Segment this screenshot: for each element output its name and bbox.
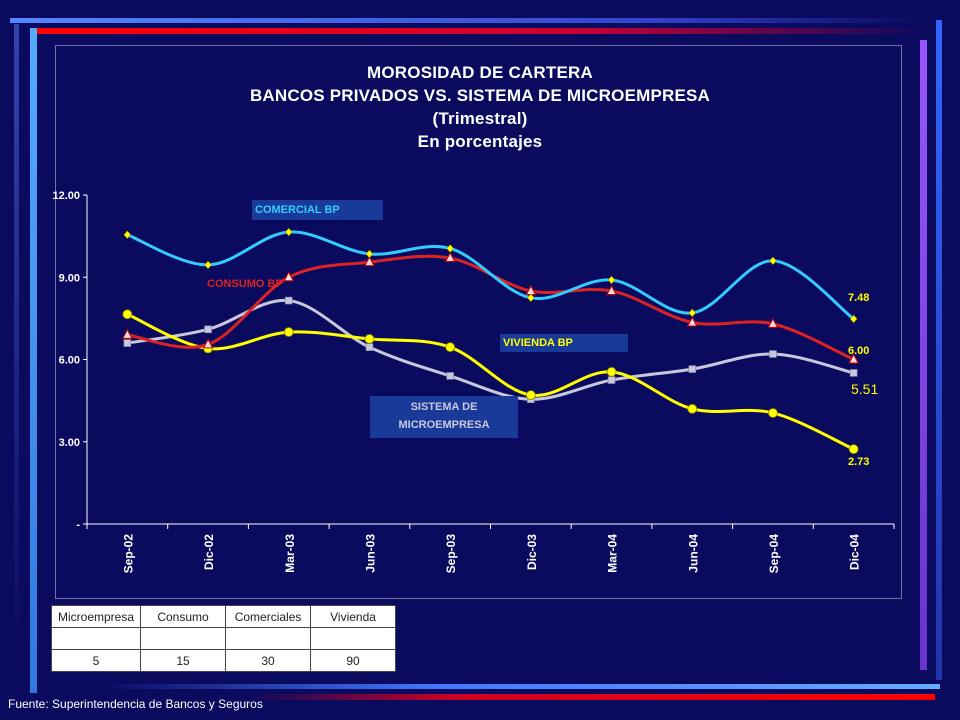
- chart-title-line-1: MOROSIDAD DE CARTERA: [367, 63, 593, 82]
- chart-title-line-4: En porcentajes: [417, 132, 543, 151]
- point-vivienda: [687, 403, 698, 414]
- legend-value-vivienda: 90: [310, 649, 397, 672]
- x-tick-label: Mar-03: [283, 534, 297, 573]
- point-comercial: [365, 249, 374, 259]
- label-vivienda: VIVIENDA BP: [500, 334, 628, 352]
- x-tick-label: Mar-04: [606, 534, 620, 573]
- point-comercial: [446, 244, 454, 253]
- x-tick-label: Sep-04: [767, 534, 781, 574]
- frame-bar-bottom-blue: [100, 684, 940, 689]
- series-line-consumo: [127, 254, 855, 361]
- point-vivienda: [364, 334, 375, 344]
- y-tick-label: -: [76, 519, 80, 531]
- point-microempresa: [123, 339, 132, 347]
- point-comercial: [849, 314, 858, 324]
- point-consumo: [686, 316, 698, 327]
- end-label-comercial: 7.48: [848, 292, 870, 304]
- point-microempresa: [284, 296, 293, 305]
- x-tick-label: Jun-04: [686, 534, 700, 573]
- x-tick-label: Jun-03: [363, 534, 377, 573]
- point-vivienda: [283, 327, 294, 337]
- point-vivienda: [122, 309, 133, 320]
- point-consumo: [767, 317, 779, 328]
- point-comercial: [769, 256, 777, 266]
- point-comercial: [123, 230, 132, 240]
- legend-value-consumo: 15: [140, 649, 227, 672]
- frame-bar-top-red: [30, 28, 930, 34]
- y-tick-label: 6.00: [59, 355, 80, 367]
- label-microempresa-line2: MICROEMPRESA: [398, 419, 490, 431]
- x-tick-label: Dic-02: [202, 534, 216, 570]
- point-consumo: [848, 353, 859, 364]
- legend-table-spacer-row: [50, 627, 397, 650]
- legend-value-comerciales: 30: [225, 649, 312, 672]
- legend-table-value-row: 5 15 30 90: [50, 649, 397, 672]
- point-microempresa: [365, 343, 374, 351]
- x-tick-label: Sep-03: [444, 534, 458, 574]
- point-consumo: [364, 256, 375, 267]
- legend-header-comerciales: Comerciales: [225, 605, 312, 628]
- point-consumo: [444, 251, 456, 263]
- legend-value-microempresa: 5: [50, 649, 142, 672]
- frame-bar-right-blue: [936, 20, 942, 680]
- label-comercial: COMERCIAL BP: [252, 200, 383, 220]
- point-comercial: [688, 308, 697, 318]
- legend-table: Microempresa Consumo Comerciales Viviend…: [50, 605, 397, 672]
- point-microempresa: [446, 372, 454, 380]
- point-vivienda: [768, 408, 778, 418]
- series-line-vivienda: [126, 312, 855, 451]
- y-tick-label: 12.00: [52, 190, 80, 202]
- legend-table-header-row: Microempresa Consumo Comerciales Viviend…: [50, 605, 397, 628]
- frame-bar-right-purple: [920, 40, 927, 670]
- point-vivienda: [445, 342, 456, 353]
- point-consumo: [283, 271, 295, 282]
- frame-bar-left-dark: [14, 24, 19, 664]
- point-microempresa: [688, 365, 697, 373]
- legend-header-vivienda: Vivienda: [310, 605, 397, 628]
- y-tick-label: 9.00: [59, 272, 80, 284]
- point-consumo: [606, 284, 617, 295]
- point-consumo: [202, 338, 214, 349]
- point-vivienda: [525, 390, 536, 401]
- x-tick-label: Sep-02: [121, 534, 135, 574]
- chart-title-line-3: (Trimestral): [432, 109, 528, 128]
- series-line-microempresa: [127, 298, 854, 401]
- chart-title-line-2: BANCOS PRIVADOS VS. SISTEMA DE MICROEMPR…: [249, 86, 711, 105]
- legend-header-microempresa: Microempresa: [50, 605, 142, 628]
- point-microempresa: [204, 325, 212, 334]
- frame-bar-top-blue: [10, 18, 920, 23]
- legend-spacer-cell: [140, 627, 227, 650]
- end-label-consumo: 6.00: [848, 345, 870, 357]
- legend-spacer-cell: [225, 627, 312, 650]
- frame-bar-left-blue: [30, 28, 37, 693]
- point-comercial: [527, 293, 535, 303]
- point-microempresa: [607, 376, 616, 384]
- point-comercial: [607, 275, 616, 285]
- point-microempresa: [769, 350, 777, 358]
- x-tick-label: Dic-04: [848, 534, 862, 570]
- point-vivienda: [606, 366, 617, 377]
- end-label-vivienda: 2.73: [848, 456, 870, 468]
- label-consumo: CONSUMO BP: [207, 278, 283, 290]
- point-microempresa: [849, 369, 858, 377]
- label-microempresa-line1: SISTEMA DE: [410, 401, 478, 413]
- frame-bar-bottom-red: [250, 694, 935, 700]
- point-comercial: [204, 260, 212, 270]
- series-line-comercial: [126, 230, 855, 321]
- x-tick-label: Dic-03: [525, 534, 539, 570]
- point-vivienda: [848, 444, 859, 455]
- point-consumo: [122, 328, 133, 339]
- legend-header-consumo: Consumo: [140, 605, 227, 628]
- source-note: Fuente: Superintendencia de Bancos y Seg…: [8, 697, 263, 711]
- end-label-micro: 5.51: [851, 381, 879, 397]
- legend-spacer-cell: [310, 627, 397, 650]
- label-microempresa: SISTEMA DE MICROEMPRESA: [370, 396, 518, 438]
- y-tick-label: 3.00: [59, 437, 80, 449]
- point-comercial: [284, 227, 293, 237]
- legend-spacer-cell: [50, 627, 142, 650]
